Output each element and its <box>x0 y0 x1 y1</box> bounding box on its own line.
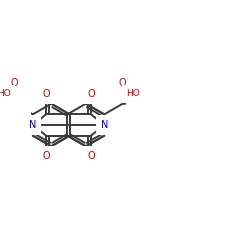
Text: HO: HO <box>126 89 140 98</box>
Text: O: O <box>42 89 50 99</box>
Text: N: N <box>29 120 36 130</box>
Text: O: O <box>10 78 18 88</box>
Text: O: O <box>87 89 95 99</box>
Text: O: O <box>42 151 50 161</box>
Text: O: O <box>87 151 95 161</box>
Text: HO: HO <box>0 89 10 98</box>
Text: O: O <box>119 78 126 88</box>
Text: N: N <box>100 120 108 130</box>
